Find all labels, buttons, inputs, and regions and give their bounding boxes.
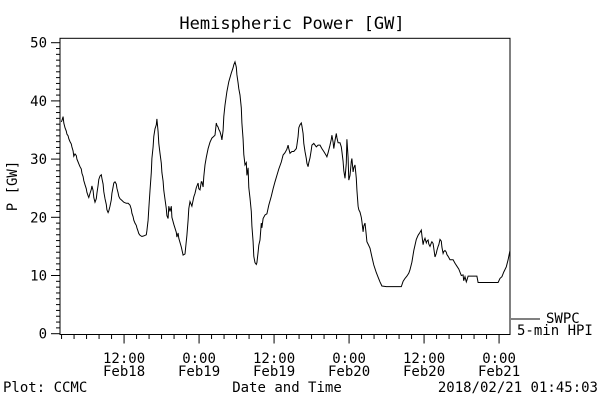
x-tick-date-label: Feb18 xyxy=(103,364,145,380)
x-tick-time-label: 0:00 xyxy=(482,351,516,367)
footer-timestamp: 2018/02/21 01:45:03 xyxy=(438,380,598,396)
x-tick-time-label: 0:00 xyxy=(332,351,366,367)
legend-label-source: SWPC xyxy=(546,311,580,327)
y-axis-label: P [GW] xyxy=(5,161,21,212)
x-tick-date-label: Feb20 xyxy=(403,364,445,380)
x-axis-label: Date and Time xyxy=(232,380,342,396)
plot-border xyxy=(59,37,511,336)
x-tick-date-label: Feb20 xyxy=(328,364,370,380)
y-tick-label: 30 xyxy=(30,152,47,168)
y-tick-label: 20 xyxy=(30,210,47,226)
y-tick-label: 40 xyxy=(30,94,47,110)
footer-plot-credit: Plot: CCMC xyxy=(3,380,87,396)
x-tick-time-label: 12:00 xyxy=(103,351,145,367)
hpi-data-line xyxy=(60,60,511,288)
axis-tick-labels: 0102030405012:00Feb180:00Feb1912:00Feb19… xyxy=(30,36,520,380)
y-tick-label: 10 xyxy=(30,269,47,285)
axis-ticks xyxy=(51,42,500,344)
y-tick-label: 0 xyxy=(39,327,47,343)
y-tick-label: 50 xyxy=(30,36,47,52)
x-tick-time-label: 12:00 xyxy=(253,351,295,367)
chart-title: Hemispheric Power [GW] xyxy=(179,14,404,34)
x-tick-time-label: 0:00 xyxy=(182,351,216,367)
x-tick-date-label: Feb19 xyxy=(178,364,220,380)
x-tick-date-label: Feb21 xyxy=(478,364,520,380)
x-tick-date-label: Feb19 xyxy=(253,364,295,380)
x-tick-time-label: 12:00 xyxy=(403,351,445,367)
legend-label-series: 5-min HPI xyxy=(517,323,593,339)
